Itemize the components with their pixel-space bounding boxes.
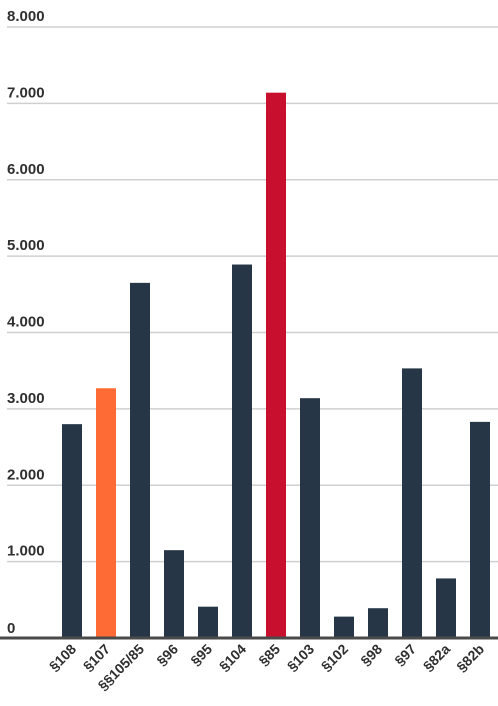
x-tick-label: §108 bbox=[46, 641, 79, 674]
bar-10 bbox=[402, 368, 422, 638]
bar-12 bbox=[470, 421, 490, 638]
bar-2 bbox=[130, 282, 150, 638]
bar-3 bbox=[164, 550, 184, 638]
bar-8 bbox=[334, 616, 354, 638]
x-tick-label: §95 bbox=[187, 641, 215, 669]
y-tick-label: 5.000 bbox=[7, 237, 45, 254]
x-tick-label: §82a bbox=[420, 641, 453, 674]
y-tick-label: 6.000 bbox=[7, 161, 45, 178]
x-axis-labels: §108 §107§§105/85 §96 §95 §104 §85 §103 §102 §98… bbox=[46, 641, 487, 694]
y-tick-label: 3.000 bbox=[7, 390, 45, 407]
y-tick-label: 0 bbox=[7, 620, 15, 637]
bar-7 bbox=[300, 398, 320, 638]
x-tick-label: §85 bbox=[255, 641, 283, 669]
y-tick-label: 7.000 bbox=[7, 84, 45, 101]
bars-layer bbox=[62, 92, 490, 639]
bar-0 bbox=[62, 424, 82, 638]
y-tick-label: 4.000 bbox=[7, 314, 45, 331]
x-tick-label: §82b bbox=[453, 641, 487, 675]
x-tick-label: §104 bbox=[216, 641, 249, 674]
y-tick-label: 2.000 bbox=[7, 466, 45, 483]
x-tick-label: §97 bbox=[391, 641, 419, 669]
y-axis-labels: 0 1.000 2.000 3.000 4.000 5.000 6.000 7.000 8.00… bbox=[7, 8, 45, 637]
bar-4 bbox=[198, 606, 218, 638]
bar-5 bbox=[232, 264, 252, 638]
x-tick-label: §103 bbox=[284, 641, 317, 674]
x-tick-label: §102 bbox=[318, 641, 351, 674]
y-tick-label: 1.000 bbox=[7, 543, 45, 560]
x-tick-label: §96 bbox=[153, 641, 181, 669]
x-tick-label: §98 bbox=[357, 641, 385, 669]
y-tick-label: 8.000 bbox=[7, 8, 45, 25]
bar-6 bbox=[266, 92, 286, 639]
bar-1 bbox=[96, 388, 116, 638]
bar-9 bbox=[368, 608, 388, 638]
bar-11 bbox=[436, 578, 456, 638]
grid-layer bbox=[7, 26, 498, 563]
